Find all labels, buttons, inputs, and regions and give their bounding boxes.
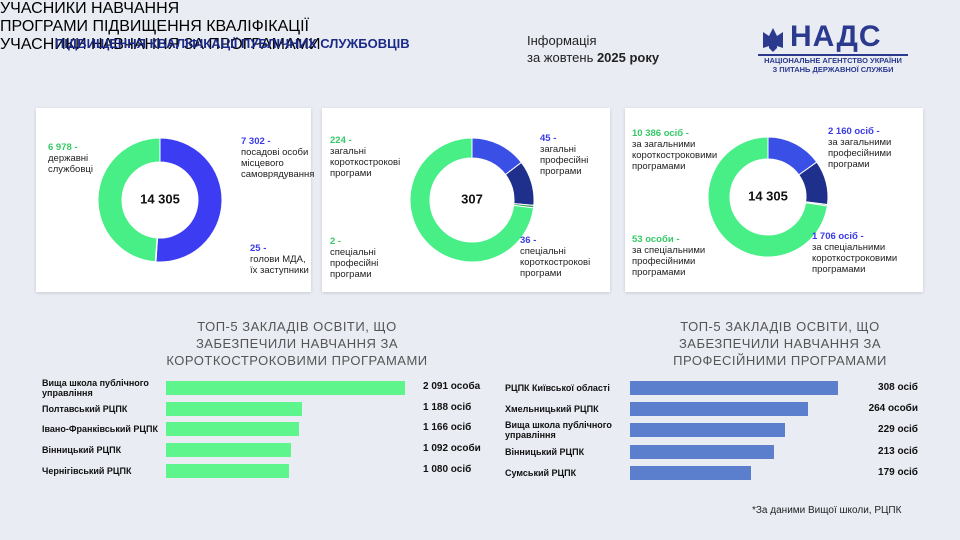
category-label: за загальними короткостроковими програма… xyxy=(632,139,718,172)
value-label: 2 160 осіб - xyxy=(828,126,880,137)
chart-title: ПРОГРАМИ ПІДВИЩЕННЯ КВАЛІФІКАЦІЇ xyxy=(0,18,309,35)
info-period: 2025 року xyxy=(596,50,660,65)
bar xyxy=(630,466,751,480)
donut-slice xyxy=(409,137,535,263)
bar xyxy=(166,422,300,436)
chart-title: ТОП-5 ЗАКЛАДІВ ОСВІТИ, ЩО ЗАБЕЗПЕЧИЛИ НА… xyxy=(166,319,428,368)
slice-label: 10 386 осіб - за загальними короткостроко… xyxy=(632,128,744,172)
slice-label: 7 302 - посадові особи місцевого самовряд… xyxy=(241,136,315,180)
category-label: Івано-Франківський РЦПК xyxy=(42,424,158,434)
bar xyxy=(630,381,838,395)
value-label: 6 978 - xyxy=(48,142,78,153)
info-line: Інформація xyxy=(527,33,597,48)
bar xyxy=(166,402,302,416)
value-label: 1 092 особи xyxy=(423,443,481,454)
category-label: за загальними професійними програми xyxy=(828,137,892,170)
center-label: 14 305 xyxy=(748,188,788,203)
chart-title: ТОП-5 ЗАКЛАДІВ ОСВІТИ, ЩО ЗАБЕЗПЕЧИЛИ НА… xyxy=(673,319,887,368)
value-label: 1 188 осіб xyxy=(423,402,472,413)
value-label: 2 091 особа xyxy=(423,381,481,392)
value-label: 1 166 осіб xyxy=(423,422,472,433)
bar xyxy=(630,402,809,416)
logo-name: НАДС xyxy=(790,20,882,53)
category-label: державні службовці xyxy=(48,153,93,175)
slice-label: 2 - спеціальні професійні програми xyxy=(330,236,400,280)
value-label: 224 - xyxy=(330,135,352,146)
category-label: посадові особи місцевого самоврядування xyxy=(241,147,315,180)
bar xyxy=(630,445,774,459)
value-label: 25 - xyxy=(250,243,267,254)
slice-label: 2 160 осіб - за загальними професійними п… xyxy=(828,126,920,170)
bar xyxy=(166,381,405,395)
value-label: 1 080 осіб xyxy=(423,464,472,475)
category-label: Сумський РЦПК xyxy=(505,468,577,478)
value-label: 7 302 - xyxy=(241,136,271,147)
slice-label: 25 - голови МДА, їх заступники xyxy=(250,243,310,276)
bar xyxy=(166,464,290,478)
category-label: Вінницький РЦПК xyxy=(42,445,122,455)
slice-label: 53 особи - за спеціальними професійними п… xyxy=(632,234,728,278)
footnote: *За даними Вищої школи, РЦПК xyxy=(752,505,902,516)
value-label: 45 - xyxy=(540,133,557,144)
value-label: 229 осіб xyxy=(878,424,918,435)
bar xyxy=(166,443,291,457)
category-label: Полтавський РЦПК xyxy=(42,404,128,414)
value-label: 2 - xyxy=(330,236,342,247)
category-label: спеціальні короткострокові програми xyxy=(520,246,591,279)
category-label: за спеціальними короткостроковими програ… xyxy=(812,242,898,275)
category-label: Вища школа публічного управління xyxy=(505,420,612,440)
logo-text: НАЦІОНАЛЬНЕ АГЕНТСТВО УКРАЇНИ З ПИТАНЬ ДЕ… xyxy=(758,54,908,74)
slice-label: 45 - загальні професійні програми xyxy=(540,133,605,177)
category-label: загальні короткострокові програми xyxy=(330,146,401,179)
bar xyxy=(630,423,785,437)
info-text: за жовтень xyxy=(527,50,597,65)
category-label: Вінницький РЦПК xyxy=(505,447,585,457)
value-label: 1 706 осіб - xyxy=(812,231,864,242)
value-label: 308 осіб xyxy=(878,382,918,393)
logo-line: З ПИТАНЬ ДЕРЖАВНОЇ СЛУЖБИ xyxy=(772,65,894,74)
logo-line: НАЦІОНАЛЬНЕ АГЕНТСТВО УКРАЇНИ xyxy=(764,56,902,65)
value-label: 264 особи xyxy=(868,403,918,414)
value-label: 53 особи - xyxy=(632,234,680,245)
category-label: Хмельницький РЦПК xyxy=(505,404,599,414)
slice-label: 224 - загальні короткострокові програми xyxy=(330,135,422,179)
info-line: за жовтень 2025 року xyxy=(527,50,659,65)
slice-label: 6 978 - державні службовці xyxy=(48,142,110,175)
value-label: 213 осіб xyxy=(878,446,918,457)
value-label: 36 - xyxy=(520,235,537,246)
category-label: за спеціальними професійними програмами xyxy=(632,245,706,278)
chart-title: УЧАСНИКИ НАВЧАННЯ ЗА ПРОГРАМАМИ xyxy=(0,36,321,53)
category-label: загальні професійні програми xyxy=(540,144,589,177)
logo-emblem xyxy=(763,28,783,52)
chart-title: УЧАСНИКИ НАВЧАННЯ xyxy=(0,0,180,17)
value-label: 179 осіб xyxy=(878,467,918,478)
slice-label: 36 - спеціальні короткострокові програми xyxy=(520,235,610,279)
category-label: Чернігівський РЦПК xyxy=(42,466,132,476)
card xyxy=(36,108,311,292)
category-label: Вища школа публічного управління xyxy=(42,378,149,398)
donut-slice xyxy=(155,137,223,263)
value-label: 10 386 осіб - xyxy=(632,128,689,139)
category-label: голови МДА, їх заступники xyxy=(250,254,309,276)
category-label: РЦПК Київської області xyxy=(505,383,610,393)
page-title: ПІДВИЩЕННЯ КВАЛІФІКАЦІЇ ПУБЛІЧНИХ СЛУЖБО… xyxy=(55,36,410,51)
slice-label: 1 706 осіб - за спеціальними короткострок… xyxy=(812,231,922,275)
category-label: спеціальні професійні програми xyxy=(330,247,379,280)
donut-slice xyxy=(707,136,828,258)
donut-slice xyxy=(97,137,161,263)
center-label: 14 305 xyxy=(140,191,180,206)
center-label: 307 xyxy=(461,191,483,206)
